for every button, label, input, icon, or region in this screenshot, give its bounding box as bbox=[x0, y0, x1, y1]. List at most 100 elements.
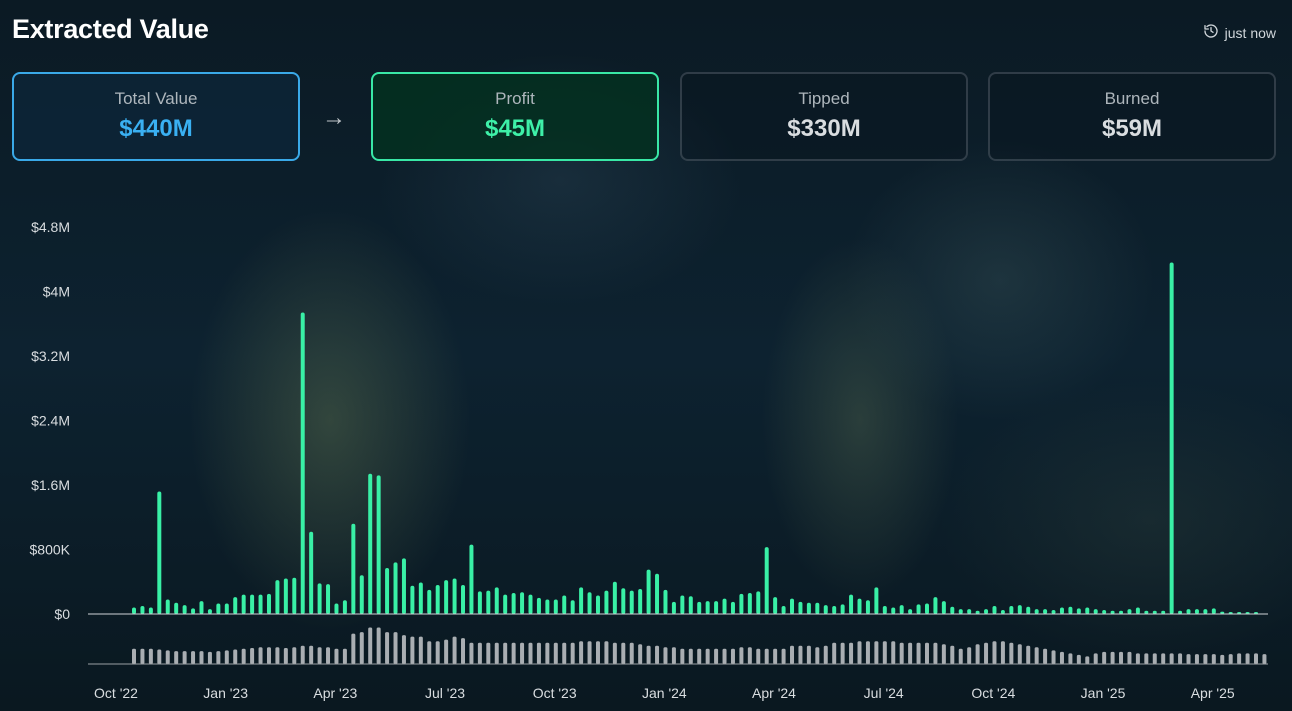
profit-bar[interactable] bbox=[1211, 608, 1216, 614]
profit-bar[interactable] bbox=[140, 605, 145, 614]
profit-bar[interactable] bbox=[494, 587, 499, 614]
profit-bar[interactable] bbox=[309, 531, 314, 614]
profit-bar[interactable] bbox=[326, 584, 331, 614]
profit-bar[interactable] bbox=[182, 605, 187, 614]
profit-bar[interactable] bbox=[1169, 262, 1174, 614]
profit-bar[interactable] bbox=[1085, 607, 1090, 614]
profit-bar[interactable] bbox=[933, 597, 938, 614]
profit-bar[interactable] bbox=[975, 610, 980, 614]
profit-bar[interactable] bbox=[680, 595, 685, 614]
profit-bar[interactable] bbox=[410, 585, 415, 614]
profit-bar[interactable] bbox=[655, 573, 660, 614]
profit-bar[interactable] bbox=[385, 568, 390, 614]
profit-bar[interactable] bbox=[1186, 609, 1191, 614]
profit-bar[interactable] bbox=[1093, 609, 1098, 614]
profit-bar[interactable] bbox=[317, 583, 322, 614]
profit-bar[interactable] bbox=[832, 605, 837, 614]
profit-bar[interactable] bbox=[216, 603, 221, 614]
profit-bar[interactable] bbox=[570, 600, 575, 614]
profit-bar[interactable] bbox=[199, 601, 204, 614]
profit-bar[interactable] bbox=[739, 593, 744, 614]
profit-bar[interactable] bbox=[401, 558, 406, 614]
profit-bar[interactable] bbox=[1034, 609, 1039, 614]
profit-bar[interactable] bbox=[1203, 609, 1208, 614]
last-updated[interactable]: just now bbox=[1203, 23, 1276, 42]
profit-bar[interactable] bbox=[823, 605, 828, 614]
profit-bar[interactable] bbox=[764, 547, 769, 614]
profit-bar[interactable] bbox=[1178, 610, 1183, 614]
profit-bar[interactable] bbox=[1068, 606, 1073, 614]
profit-bar[interactable] bbox=[638, 589, 643, 614]
profit-bar[interactable] bbox=[671, 601, 676, 614]
profit-bar[interactable] bbox=[663, 589, 668, 614]
profit-bar[interactable] bbox=[1194, 609, 1199, 614]
profit-bar[interactable] bbox=[612, 581, 617, 614]
profit-bar[interactable] bbox=[342, 600, 347, 614]
profit-bar[interactable] bbox=[511, 593, 516, 614]
profit-bar[interactable] bbox=[865, 600, 870, 614]
profit-bar[interactable] bbox=[545, 599, 550, 614]
profit-bar[interactable] bbox=[444, 580, 449, 614]
profit-bar[interactable] bbox=[722, 598, 727, 614]
profit-bar[interactable] bbox=[435, 584, 440, 614]
profit-bar[interactable] bbox=[747, 593, 752, 614]
profit-bar[interactable] bbox=[950, 606, 955, 614]
profit-bar[interactable] bbox=[806, 602, 811, 614]
profit-bar[interactable] bbox=[283, 578, 288, 614]
profit-bar[interactable] bbox=[1127, 609, 1132, 614]
profit-bar[interactable] bbox=[815, 602, 820, 614]
profit-bar[interactable] bbox=[224, 603, 229, 614]
profit-bar[interactable] bbox=[191, 608, 196, 614]
profit-bar[interactable] bbox=[891, 607, 896, 614]
profit-bar[interactable] bbox=[604, 590, 609, 614]
profit-bar[interactable] bbox=[773, 597, 778, 614]
profit-bar[interactable] bbox=[275, 580, 280, 614]
profit-bar[interactable] bbox=[646, 569, 651, 614]
profit-bar[interactable] bbox=[266, 593, 271, 614]
profit-bar[interactable] bbox=[924, 603, 929, 614]
profit-bar[interactable] bbox=[1152, 610, 1157, 614]
tipped-card[interactable]: Tipped $330M bbox=[680, 72, 968, 161]
profit-bar[interactable] bbox=[368, 473, 373, 614]
profit-bar[interactable] bbox=[1000, 609, 1005, 614]
profit-bar[interactable] bbox=[148, 607, 153, 614]
profit-bar[interactable] bbox=[393, 562, 398, 614]
profit-bar[interactable] bbox=[941, 601, 946, 614]
profit-bar[interactable] bbox=[629, 590, 634, 614]
profit-bar[interactable] bbox=[427, 589, 432, 614]
profit-bar[interactable] bbox=[376, 475, 381, 614]
profit-bar[interactable] bbox=[1110, 610, 1115, 614]
profit-bar[interactable] bbox=[300, 312, 305, 614]
profit-bar[interactable] bbox=[418, 582, 423, 614]
profit-bar[interactable] bbox=[132, 607, 136, 614]
profit-bar[interactable] bbox=[174, 602, 179, 614]
profit-bar[interactable] bbox=[334, 603, 339, 614]
profit-bar[interactable] bbox=[714, 601, 719, 614]
profit-bar[interactable] bbox=[967, 609, 972, 614]
profit-bar[interactable] bbox=[1102, 609, 1107, 614]
profit-bar[interactable] bbox=[908, 609, 913, 614]
profit-bar[interactable] bbox=[1220, 611, 1225, 614]
profit-bar[interactable] bbox=[688, 596, 693, 614]
profit-bar[interactable] bbox=[486, 590, 491, 614]
profit-bar[interactable] bbox=[840, 604, 845, 614]
profit-bar[interactable] bbox=[520, 592, 525, 614]
profit-bar[interactable] bbox=[1076, 608, 1081, 614]
profit-bar[interactable] bbox=[697, 601, 702, 614]
profit-bar[interactable] bbox=[503, 594, 508, 614]
profit-bar[interactable] bbox=[250, 594, 255, 614]
profit-bar[interactable] bbox=[874, 587, 879, 614]
profit-bar[interactable] bbox=[233, 597, 238, 614]
profit-bar[interactable] bbox=[992, 605, 997, 614]
profit-bar[interactable] bbox=[452, 578, 457, 614]
profit-bar[interactable] bbox=[1043, 609, 1048, 614]
profit-bar[interactable] bbox=[1059, 607, 1064, 614]
profit-bar[interactable] bbox=[899, 605, 904, 614]
burned-card[interactable]: Burned $59M bbox=[988, 72, 1276, 161]
profit-bar[interactable] bbox=[1017, 605, 1022, 614]
profit-bar[interactable] bbox=[621, 588, 626, 614]
profit-bar[interactable] bbox=[705, 601, 710, 614]
total-value-card[interactable]: Total Value $440M bbox=[12, 72, 300, 161]
profit-bar[interactable] bbox=[849, 594, 854, 614]
profit-bar[interactable] bbox=[857, 598, 862, 614]
